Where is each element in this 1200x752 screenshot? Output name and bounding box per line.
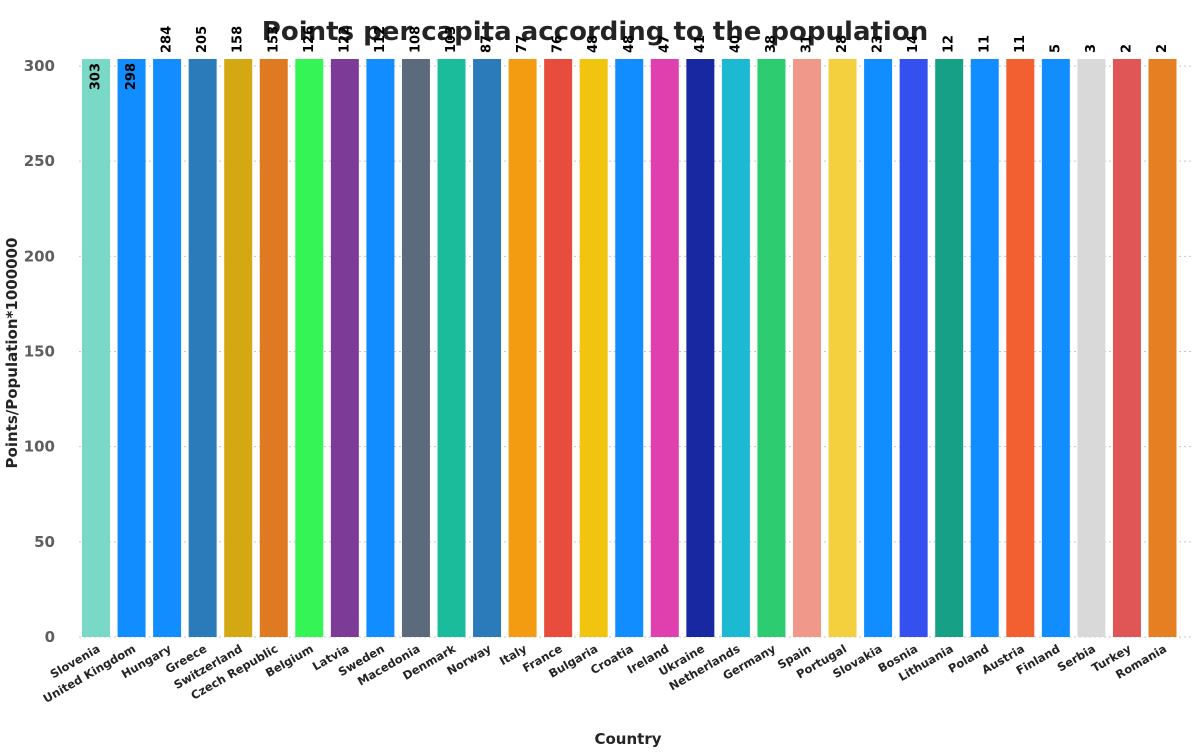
data-label: 126 <box>302 26 317 53</box>
data-label: 298 <box>124 63 139 90</box>
bar <box>1148 59 1177 637</box>
bar <box>259 59 288 637</box>
data-label: 284 <box>160 26 175 53</box>
y-tick-label: 0 <box>45 628 55 646</box>
data-label: 28 <box>835 35 850 53</box>
data-label: 153 <box>266 26 281 53</box>
bar <box>970 59 999 637</box>
data-label: 205 <box>195 26 210 53</box>
data-label: 41 <box>693 35 708 53</box>
bar <box>437 59 466 637</box>
data-label: 11 <box>977 35 992 53</box>
data-label: 76 <box>551 35 566 53</box>
bar <box>650 59 679 637</box>
data-label: 12 <box>942 35 957 53</box>
bar <box>721 59 750 637</box>
data-label: 40 <box>728 35 743 53</box>
bar <box>188 59 217 637</box>
data-label: 303 <box>89 63 104 90</box>
y-tick-label: 200 <box>24 247 55 265</box>
y-tick-label: 300 <box>24 57 55 75</box>
data-label: 103 <box>444 26 459 53</box>
data-label: 87 <box>480 35 495 53</box>
y-tick-label: 250 <box>24 152 55 170</box>
data-label: 5 <box>1048 44 1063 53</box>
bars <box>82 59 1177 637</box>
bar <box>401 59 430 637</box>
data-label: 112 <box>373 26 388 53</box>
bar <box>224 59 253 637</box>
bar <box>1006 59 1035 637</box>
data-label: 47 <box>657 35 672 53</box>
bar <box>793 59 821 637</box>
data-label: 48 <box>586 35 601 53</box>
data-label: 108 <box>408 26 423 53</box>
data-label: 2 <box>1119 44 1134 53</box>
bar <box>82 59 110 637</box>
bar <box>899 59 928 637</box>
bar <box>864 59 893 637</box>
bar <box>935 59 964 637</box>
y-tick-label: 150 <box>24 343 55 361</box>
bar <box>579 59 608 637</box>
bar <box>330 59 359 637</box>
bar <box>615 59 644 637</box>
bar <box>295 59 324 637</box>
bar <box>366 59 395 637</box>
bar <box>153 59 182 637</box>
bar <box>686 59 715 637</box>
bar <box>757 59 786 637</box>
data-label: 14 <box>906 35 921 53</box>
data-label: 48 <box>622 35 637 53</box>
bar <box>828 59 857 637</box>
data-label: 38 <box>764 35 779 53</box>
y-axis-title: Points/Population*1000000 <box>3 238 21 469</box>
data-label: 77 <box>515 35 530 53</box>
bar <box>544 59 573 637</box>
y-tick-label: 100 <box>24 438 55 456</box>
bar <box>1077 59 1106 637</box>
data-label: 31 <box>800 35 815 53</box>
y-axis-ticks: 0 50 100 150 200 250 300 <box>24 57 55 646</box>
chart-title: Points per capita according to the popul… <box>262 17 928 47</box>
bar <box>1041 59 1070 637</box>
bar <box>117 59 146 637</box>
data-label: 11 <box>1013 35 1028 53</box>
bar <box>473 59 502 637</box>
x-tick-label: Serbia <box>1055 641 1098 674</box>
y-tick-label: 50 <box>34 533 55 551</box>
data-label: 3 <box>1084 44 1099 53</box>
data-label: 23 <box>871 35 886 53</box>
data-label: 158 <box>231 26 246 53</box>
bar <box>508 59 537 637</box>
data-label: 2 <box>1155 44 1170 53</box>
bar <box>1112 59 1141 637</box>
x-axis-title: Country <box>594 730 661 748</box>
data-label: 122 <box>337 26 352 53</box>
